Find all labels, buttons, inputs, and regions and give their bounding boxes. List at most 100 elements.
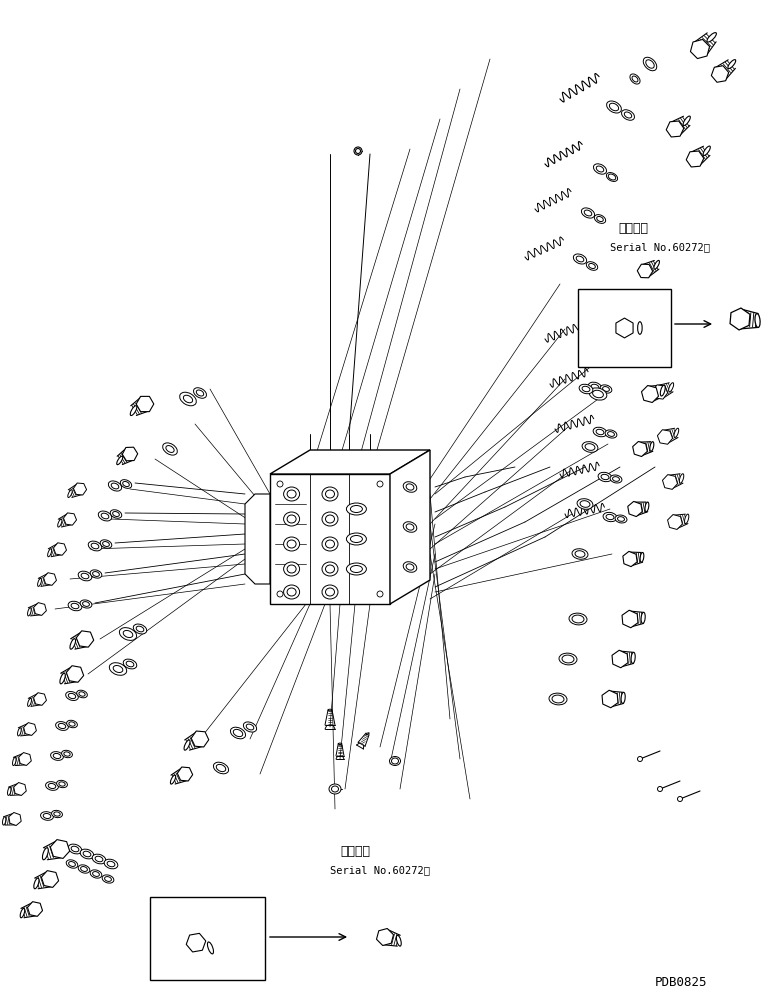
Ellipse shape	[112, 512, 119, 517]
Polygon shape	[63, 513, 76, 526]
Ellipse shape	[552, 695, 564, 703]
Ellipse shape	[78, 571, 92, 581]
Ellipse shape	[575, 551, 585, 558]
Ellipse shape	[593, 428, 607, 437]
Ellipse shape	[403, 482, 417, 493]
Ellipse shape	[90, 870, 102, 879]
Ellipse shape	[646, 61, 654, 69]
Ellipse shape	[377, 591, 383, 597]
Ellipse shape	[58, 520, 62, 527]
Polygon shape	[612, 650, 628, 668]
Ellipse shape	[584, 210, 592, 216]
Polygon shape	[53, 543, 66, 556]
Ellipse shape	[18, 728, 21, 736]
Ellipse shape	[585, 444, 595, 451]
Ellipse shape	[329, 785, 341, 795]
Ellipse shape	[62, 750, 73, 758]
Ellipse shape	[69, 722, 75, 726]
Polygon shape	[637, 265, 652, 279]
Ellipse shape	[92, 872, 99, 877]
Ellipse shape	[34, 878, 39, 889]
Ellipse shape	[90, 570, 102, 578]
Ellipse shape	[596, 430, 604, 435]
Ellipse shape	[12, 758, 16, 766]
Polygon shape	[122, 448, 138, 461]
Ellipse shape	[70, 639, 76, 649]
Ellipse shape	[572, 615, 584, 623]
Ellipse shape	[109, 663, 127, 675]
Ellipse shape	[231, 727, 245, 739]
Ellipse shape	[391, 759, 399, 765]
Polygon shape	[186, 934, 206, 952]
Polygon shape	[711, 67, 729, 83]
Ellipse shape	[355, 149, 361, 154]
Ellipse shape	[283, 488, 299, 501]
Ellipse shape	[707, 34, 717, 43]
Polygon shape	[18, 753, 31, 766]
Polygon shape	[647, 341, 662, 355]
Ellipse shape	[588, 383, 602, 393]
Ellipse shape	[685, 515, 689, 524]
Ellipse shape	[322, 585, 338, 599]
Ellipse shape	[287, 540, 296, 548]
Ellipse shape	[586, 340, 594, 346]
Ellipse shape	[322, 512, 338, 526]
Ellipse shape	[622, 110, 634, 121]
Ellipse shape	[170, 776, 176, 785]
Polygon shape	[623, 552, 637, 567]
Ellipse shape	[663, 338, 668, 347]
Ellipse shape	[119, 628, 137, 640]
Ellipse shape	[136, 626, 144, 632]
Ellipse shape	[213, 763, 228, 774]
Ellipse shape	[76, 690, 87, 698]
Ellipse shape	[287, 588, 296, 596]
Ellipse shape	[166, 446, 174, 453]
Ellipse shape	[728, 60, 736, 69]
Polygon shape	[686, 152, 704, 167]
Ellipse shape	[605, 431, 617, 439]
Ellipse shape	[47, 549, 52, 557]
Ellipse shape	[325, 540, 335, 548]
Ellipse shape	[105, 877, 112, 882]
Ellipse shape	[403, 522, 417, 533]
Ellipse shape	[50, 752, 63, 761]
Ellipse shape	[638, 323, 643, 335]
Ellipse shape	[92, 855, 105, 864]
Ellipse shape	[57, 781, 67, 788]
Polygon shape	[270, 451, 430, 475]
Ellipse shape	[576, 257, 584, 263]
Ellipse shape	[83, 852, 91, 857]
Ellipse shape	[283, 537, 299, 551]
Ellipse shape	[610, 104, 619, 111]
Ellipse shape	[233, 729, 243, 736]
Ellipse shape	[107, 862, 115, 867]
Polygon shape	[66, 666, 84, 682]
Ellipse shape	[108, 481, 121, 492]
Ellipse shape	[44, 814, 50, 819]
Ellipse shape	[322, 537, 338, 551]
Ellipse shape	[549, 693, 567, 705]
Ellipse shape	[180, 393, 196, 407]
Text: 適用号機: 適用号機	[618, 221, 648, 234]
Ellipse shape	[573, 255, 587, 265]
Ellipse shape	[703, 147, 711, 156]
Ellipse shape	[598, 473, 612, 482]
Polygon shape	[24, 722, 37, 735]
Polygon shape	[177, 768, 193, 782]
Polygon shape	[602, 690, 618, 708]
Ellipse shape	[668, 384, 674, 393]
Ellipse shape	[71, 603, 79, 609]
Ellipse shape	[79, 692, 85, 696]
Ellipse shape	[683, 117, 691, 126]
Text: 適用号機: 適用号機	[340, 844, 370, 857]
Polygon shape	[76, 631, 94, 647]
Ellipse shape	[123, 631, 133, 638]
Ellipse shape	[603, 513, 617, 522]
Polygon shape	[390, 451, 430, 604]
Ellipse shape	[351, 536, 362, 543]
Ellipse shape	[654, 262, 659, 270]
Ellipse shape	[579, 385, 593, 395]
Ellipse shape	[580, 501, 590, 508]
Ellipse shape	[332, 787, 338, 793]
Ellipse shape	[607, 102, 621, 114]
